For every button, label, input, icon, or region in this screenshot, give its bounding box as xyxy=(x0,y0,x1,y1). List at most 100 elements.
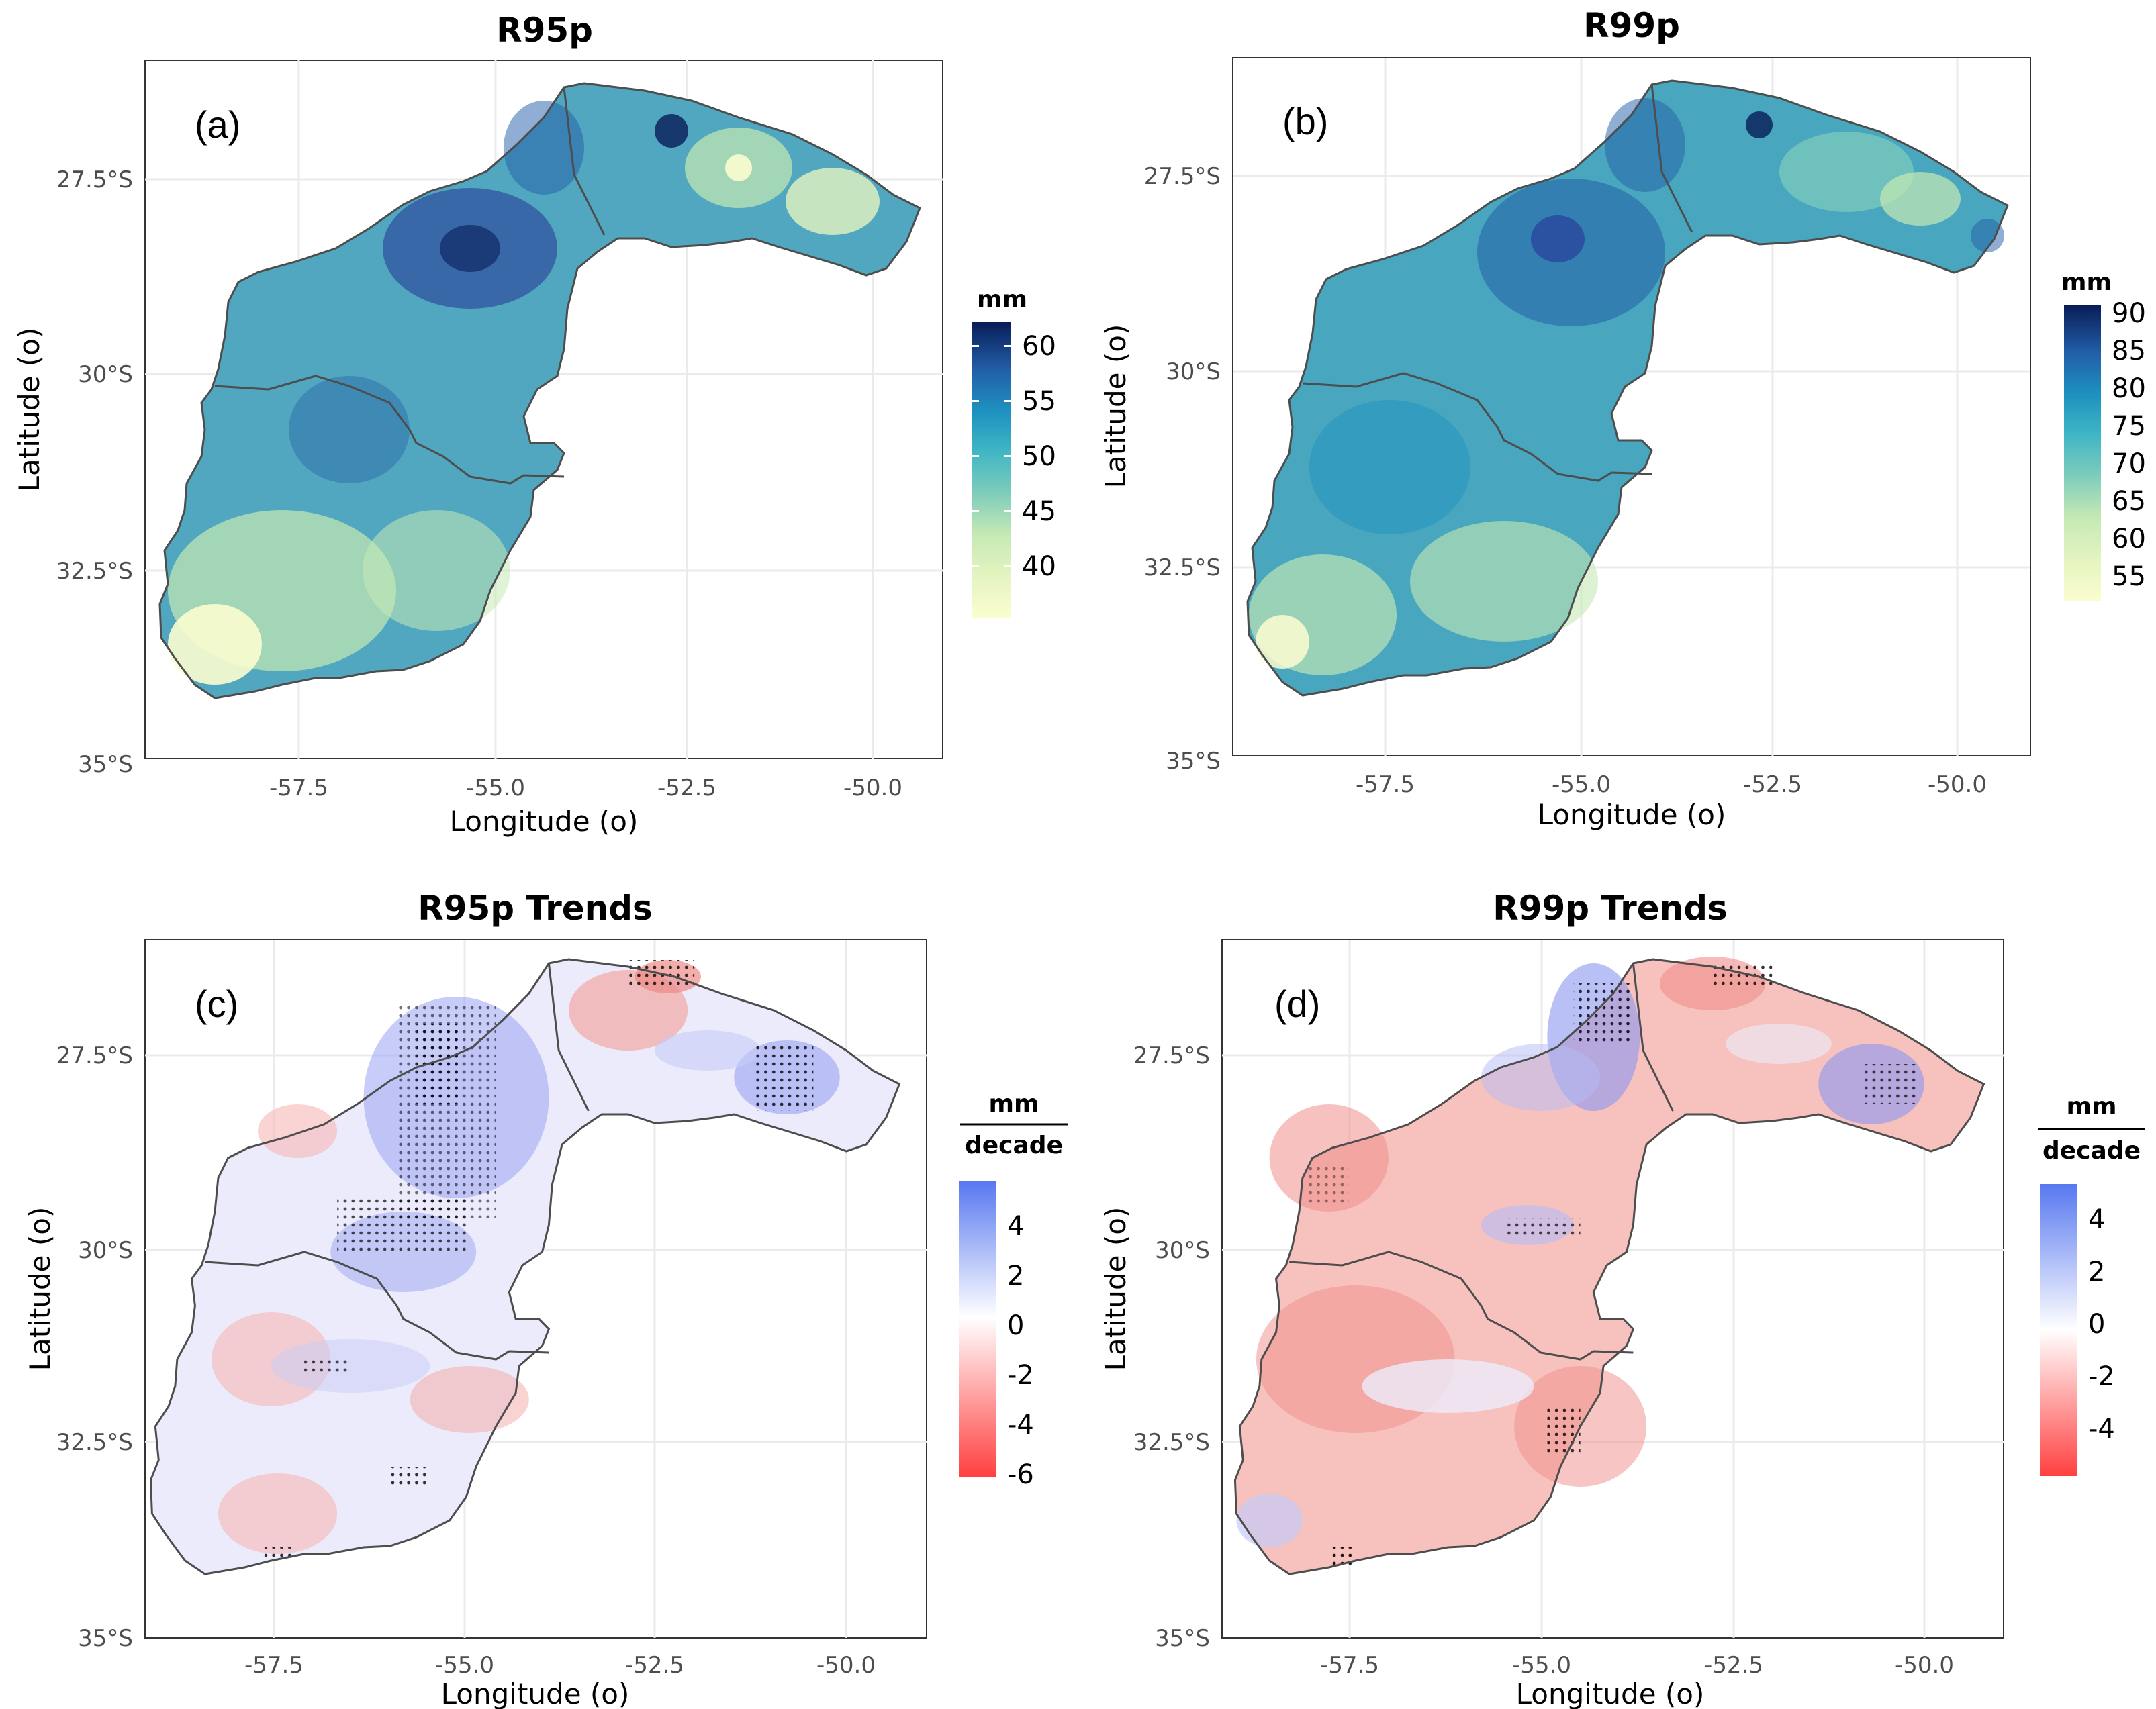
panel-d-legend-title-bottom: decade xyxy=(2043,1137,2141,1165)
panel-b-y-ticks: 27.5°S 30°S 32.5°S 35°S xyxy=(1144,163,1221,775)
panel-a-legend-tick-60: 60 xyxy=(1022,331,1056,362)
panel-d-legend-tick-4: 4 xyxy=(2088,1204,2105,1235)
panel-b-ytick-1: 27.5°S xyxy=(1144,163,1221,190)
panel-c-legend-tick-0: 0 xyxy=(1007,1310,1024,1341)
panel-b-legend-tick-60: 60 xyxy=(2112,524,2146,554)
panel-a-x-ticks: -57.5 -55.0 -52.5 -50.0 xyxy=(269,775,902,801)
panel-b-legend-tick-65: 65 xyxy=(2112,486,2146,517)
panel-a-legend-tick-40: 40 xyxy=(1022,551,1056,582)
panel-a: R95p (a) 27.5°S xyxy=(13,11,1056,838)
panel-d-legend-tick-neg4: -4 xyxy=(2088,1414,2115,1445)
panel-b-xtick-1: -57.5 xyxy=(1356,771,1415,798)
panel-c-ytick-2: 30°S xyxy=(78,1237,133,1264)
panel-a-legend-title: mm xyxy=(977,286,1027,313)
panel-c-ytick-1: 27.5°S xyxy=(56,1042,133,1069)
panel-d-legend-tick-neg2: -2 xyxy=(2088,1361,2115,1392)
panel-d-x-ticks: -57.5 -55.0 -52.5 -50.0 xyxy=(1320,1652,1954,1679)
panel-b-legend-tick-80: 80 xyxy=(2112,373,2146,404)
panel-d-legend-title-top: mm xyxy=(2066,1093,2116,1120)
panel-c-xtick-3: -52.5 xyxy=(625,1652,684,1679)
panel-a-xtick-2: -55.0 xyxy=(466,775,525,801)
panel-c-ytick-3: 32.5°S xyxy=(56,1429,133,1456)
panel-c-y-axis-label: Latitude (o) xyxy=(24,1207,56,1371)
panel-a-xtick-4: -50.0 xyxy=(843,775,902,801)
panel-a-ytick-4: 35°S xyxy=(78,751,133,778)
panel-d-xtick-4: -50.0 xyxy=(1895,1652,1954,1679)
panel-d-title: R99p Trends xyxy=(1493,889,1728,928)
panel-b-ytick-3: 32.5°S xyxy=(1144,554,1221,581)
panel-b-title: R99p xyxy=(1583,6,1680,45)
panel-a-ytick-1: 27.5°S xyxy=(56,166,133,193)
panel-d-colorbar xyxy=(2040,1184,2077,1476)
panel-b-xtick-3: -52.5 xyxy=(1743,771,1802,798)
panel-d-legend: mm decade 4 2 0 -2 -4 xyxy=(2038,1093,2145,1476)
panel-c-label: (c) xyxy=(195,983,238,1025)
panel-c-legend-title-bottom: decade xyxy=(965,1132,1063,1159)
panel-a-y-axis-label: Latitude (o) xyxy=(13,328,46,492)
panel-a-xtick-1: -57.5 xyxy=(269,775,328,801)
panel-d-xtick-1: -57.5 xyxy=(1320,1652,1379,1679)
panel-c: R95p Trends xyxy=(24,889,1068,1709)
panel-a-map xyxy=(158,82,921,699)
panel-b: R99p (b) 27.5°S 30°S xyxy=(1099,6,2146,831)
panel-b-colorbar xyxy=(2064,305,2101,601)
panel-c-legend-title-top: mm xyxy=(988,1090,1039,1118)
panel-c-legend-tick-neg4: -4 xyxy=(1007,1410,1034,1441)
panel-c-xtick-2: -55.0 xyxy=(435,1652,494,1679)
panel-a-legend-tick-45: 45 xyxy=(1022,496,1056,527)
panel-d-map xyxy=(1233,957,1985,1575)
panel-d-ytick-1: 27.5°S xyxy=(1133,1042,1210,1069)
panel-d-ytick-3: 32.5°S xyxy=(1133,1429,1210,1456)
panel-b-y-axis-label: Latitude (o) xyxy=(1099,324,1132,489)
panel-d-label: (d) xyxy=(1274,983,1320,1025)
panel-a-legend-tick-50: 50 xyxy=(1022,441,1056,472)
panel-a-xtick-3: -52.5 xyxy=(657,775,716,801)
panel-b-ytick-2: 30°S xyxy=(1166,358,1221,385)
panel-a-colorbar xyxy=(972,322,1011,618)
panel-a-legend-tick-55: 55 xyxy=(1022,386,1056,417)
panel-c-xtick-1: -57.5 xyxy=(244,1652,303,1679)
panel-c-y-ticks: 27.5°S 30°S 32.5°S 35°S xyxy=(56,1042,133,1652)
panel-c-xtick-4: -50.0 xyxy=(816,1652,876,1679)
panel-d-xtick-3: -52.5 xyxy=(1704,1652,1763,1679)
panel-a-x-axis-label: Longitude (o) xyxy=(450,805,639,838)
panel-b-legend-tick-75: 75 xyxy=(2112,411,2146,442)
panel-c-map xyxy=(149,958,901,1575)
panel-b-x-axis-label: Longitude (o) xyxy=(1538,798,1726,831)
panel-c-legend: mm decade 4 2 0 -2 -4 -6 xyxy=(959,1090,1068,1490)
panel-c-title: R95p Trends xyxy=(418,889,653,928)
panel-d-y-ticks: 27.5°S 30°S 32.5°S 35°S xyxy=(1133,1042,1210,1652)
panel-b-xtick-4: -50.0 xyxy=(1928,771,1987,798)
panel-b-label: (b) xyxy=(1282,100,1328,142)
panel-b-legend-tick-55: 55 xyxy=(2112,561,2146,592)
panel-b-map xyxy=(1246,79,2009,697)
panel-b-legend: mm 55 60 65 70 75 80 85 90 xyxy=(2061,268,2146,601)
panel-d-legend-tick-2: 2 xyxy=(2088,1257,2105,1287)
panel-d-ytick-2: 30°S xyxy=(1155,1237,1210,1264)
panel-b-legend-tick-90: 90 xyxy=(2112,298,2146,329)
panel-d: R99p Trends xyxy=(1099,889,2145,1709)
panel-c-legend-tick-4: 4 xyxy=(1007,1211,1024,1242)
panel-b-legend-title: mm xyxy=(2061,268,2112,296)
panel-c-x-ticks: -57.5 -55.0 -52.5 -50.0 xyxy=(244,1652,876,1679)
panel-a-y-ticks: 27.5°S 30°S 32.5°S 35°S xyxy=(56,166,133,778)
panel-a-ytick-3: 32.5°S xyxy=(56,558,133,585)
panel-c-colorbar xyxy=(959,1181,996,1477)
panel-a-ytick-2: 30°S xyxy=(78,361,133,388)
panel-a-legend: mm 40 45 50 55 60 xyxy=(972,286,1056,618)
panel-a-title: R95p xyxy=(496,11,593,50)
panel-a-label: (a) xyxy=(195,103,240,146)
panel-c-x-axis-label: Longitude (o) xyxy=(441,1677,630,1709)
panel-d-xtick-2: -55.0 xyxy=(1512,1652,1571,1679)
panel-d-legend-tick-0: 0 xyxy=(2088,1309,2105,1340)
panel-b-ytick-4: 35°S xyxy=(1166,748,1221,775)
panel-d-y-axis-label: Latitude (o) xyxy=(1099,1207,1132,1371)
panel-b-legend-tick-85: 85 xyxy=(2112,336,2146,367)
panel-d-ytick-4: 35°S xyxy=(1155,1625,1210,1652)
panel-b-legend-tick-70: 70 xyxy=(2112,448,2146,479)
panel-c-ytick-4: 35°S xyxy=(78,1625,133,1652)
panel-b-xtick-2: -55.0 xyxy=(1552,771,1611,798)
panel-b-x-ticks: -57.5 -55.0 -52.5 -50.0 xyxy=(1356,771,1987,798)
panel-d-x-axis-label: Longitude (o) xyxy=(1516,1677,1705,1709)
